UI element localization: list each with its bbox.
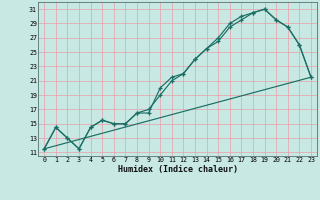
X-axis label: Humidex (Indice chaleur): Humidex (Indice chaleur) xyxy=(118,165,238,174)
